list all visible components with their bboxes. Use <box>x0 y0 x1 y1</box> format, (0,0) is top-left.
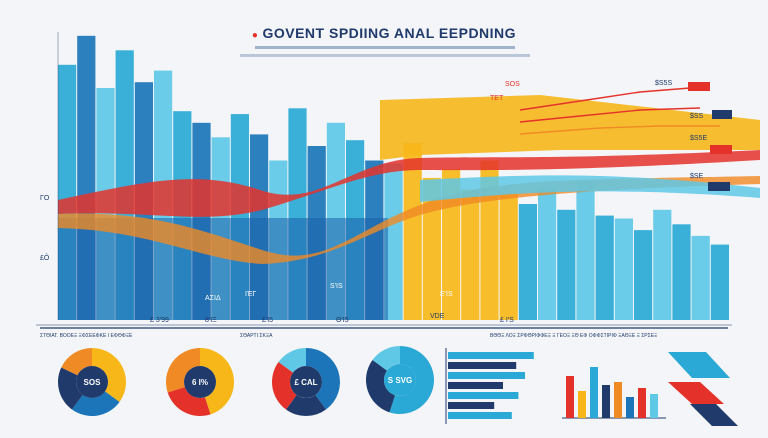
pie-center <box>290 366 322 398</box>
title-text: GOVENT SPDIING ANAL EEPDNING <box>262 25 517 41</box>
footer-label-left: ΣΤΘΙΑΤ. ΒΟΟΕΞ ΞΦΣΕΕΦΚΕ Ι ΕΦΘΦΞΕ <box>40 333 133 339</box>
subtitle-placeholder <box>240 54 530 57</box>
main-bar <box>384 163 403 320</box>
pie-center <box>76 366 108 398</box>
pie-center-label: 6 I% <box>192 378 208 387</box>
pie-slice <box>372 346 400 371</box>
bottom-label: £'I5 <box>262 317 273 324</box>
right-label: SOS <box>505 81 520 88</box>
title-bullet-icon: ● <box>251 30 259 41</box>
main-bar <box>403 143 422 320</box>
right-label: $S5S <box>655 80 672 87</box>
mini-bar <box>626 397 634 418</box>
subtitle-placeholder <box>255 46 515 49</box>
bottom-label: £ 3'99 <box>150 317 169 324</box>
pie-slice <box>200 348 234 415</box>
bottom-label: VDE <box>430 313 445 320</box>
y-label: £Ô <box>40 253 50 262</box>
hbar <box>448 382 503 389</box>
inner-label: S'IS <box>330 283 343 290</box>
inner-label: ΙΈΓ <box>245 291 256 298</box>
right-label: $SE <box>690 173 704 180</box>
main-bar <box>634 230 653 320</box>
lower-shade <box>58 218 388 320</box>
page-title: ● GOVENT SPDIING ANAL EEPDNING <box>0 25 768 41</box>
mini-bar <box>602 385 610 418</box>
pie-slice <box>306 348 341 410</box>
pie-slice <box>286 394 326 417</box>
mini-bar <box>590 367 598 418</box>
pie-center-label: £ CAL <box>294 378 317 387</box>
main-bar <box>710 244 729 320</box>
hbar <box>448 412 512 419</box>
pie-slice <box>389 346 435 415</box>
pie-slice <box>365 360 396 413</box>
pie-slice <box>166 348 200 393</box>
main-bar <box>691 235 710 320</box>
mini-bar <box>566 376 574 418</box>
main-bar <box>422 177 441 320</box>
mini-bar <box>578 391 586 418</box>
main-bar <box>595 215 614 320</box>
bottom-label: Θ'I5 <box>336 317 349 324</box>
pie-slice <box>58 367 83 410</box>
inner-label: ΤΕΤ <box>490 95 504 102</box>
mini-bar <box>614 382 622 418</box>
hbar <box>448 402 495 409</box>
flow-band-red <box>58 150 760 217</box>
mini-bar <box>650 394 658 418</box>
pie-slice <box>271 362 297 410</box>
pie-center-label: SOS <box>84 378 102 387</box>
chart-labels: £ 3'99 8'IΞ £'I5 Θ'I5 VDE £ I'S ΓΟ £Ô ΙΈ… <box>40 80 707 339</box>
mini-bar-panel <box>562 367 666 419</box>
main-bar <box>576 180 595 320</box>
pie-slice <box>61 348 92 376</box>
right-annotations <box>519 82 732 191</box>
footer-label-middle: ΣΘΑΡΤΙ ΣΚΞΑ <box>240 333 273 339</box>
main-bar <box>653 209 672 320</box>
pie-center-label: S SVG <box>388 376 412 385</box>
main-bar <box>557 209 576 320</box>
hbar <box>448 352 534 359</box>
hbar <box>448 372 525 379</box>
main-bar <box>499 192 518 320</box>
footer-label-right: ΒΘΘΞ ΛΟΞ ΣΡΦΘΡΙΦΦΕΞ Ξ ΓΕΟΞ ΞΘ ΕΦ ΟΦΦΣΤΙΡ… <box>490 333 658 339</box>
main-bar <box>538 186 557 320</box>
pie-center <box>384 364 416 396</box>
pie-center <box>184 366 216 398</box>
pie-charts: SOS 6 I% £ CAL S SVG <box>58 346 435 417</box>
pie-slice <box>167 386 211 416</box>
pie-slice <box>72 391 120 416</box>
hbar <box>448 362 517 369</box>
flow-band-cyan <box>420 175 760 202</box>
hbar <box>448 392 519 399</box>
bottom-label: 8'IΞ <box>205 317 217 324</box>
inner-label: ΑΣΙΔ <box>205 295 221 302</box>
pie-slice <box>92 348 126 402</box>
pie-slice <box>278 348 306 373</box>
horizontal-bar-panel <box>445 348 534 424</box>
main-bar <box>518 204 537 320</box>
right-label: $SS <box>690 113 704 120</box>
mini-bar <box>638 388 646 418</box>
main-bar <box>614 218 633 320</box>
diagonal-arrows <box>668 352 738 426</box>
flow-band-yellow <box>380 95 760 160</box>
right-label: $S5Ε <box>690 135 707 142</box>
main-bar <box>672 224 691 320</box>
bottom-label: £ I'S <box>500 317 514 324</box>
inner-label: Ε'ΙS <box>440 291 453 298</box>
y-label: ΓΟ <box>40 195 50 202</box>
flow-band-orange <box>58 176 760 264</box>
main-bar <box>461 189 480 320</box>
